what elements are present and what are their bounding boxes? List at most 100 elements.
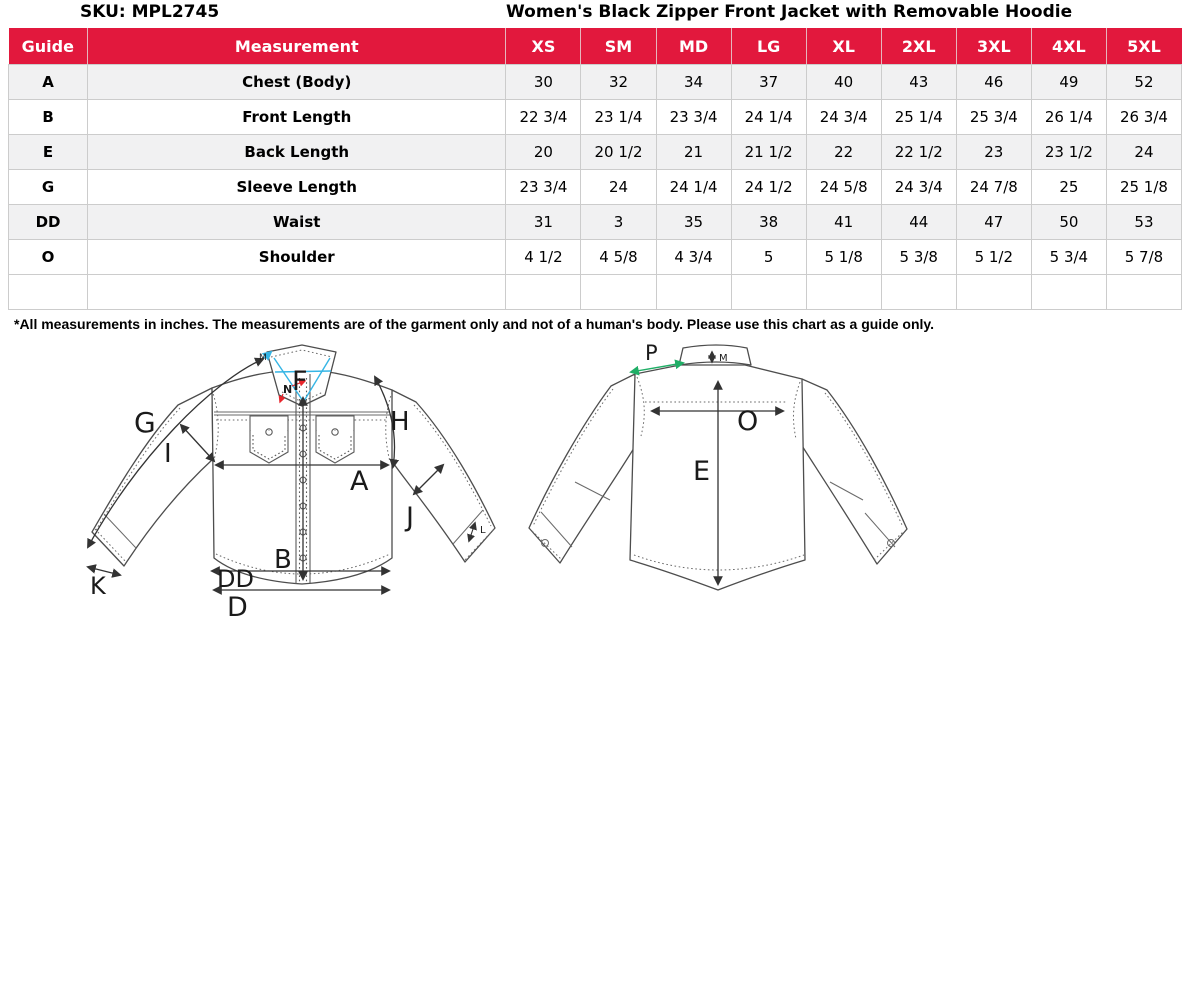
value-cell: 5 bbox=[730, 239, 807, 275]
table-row bbox=[7, 274, 1183, 310]
footnote: *All measurements in inches. The measure… bbox=[14, 316, 935, 332]
guide-cell: A bbox=[7, 64, 89, 100]
back-label-m: M bbox=[719, 353, 728, 364]
value-cell: 5 3/4 bbox=[1030, 239, 1107, 275]
product-title: Women's Black Zipper Front Jacket with R… bbox=[506, 2, 1073, 22]
front-label-k: K bbox=[90, 572, 107, 600]
value-cell: 22 bbox=[805, 134, 882, 170]
column-header-md: MD bbox=[656, 28, 732, 65]
value-cell: 24 3/4 bbox=[880, 169, 957, 205]
value-cell: 38 bbox=[730, 204, 807, 240]
value-cell: 44 bbox=[880, 204, 957, 240]
front-label-b: B bbox=[274, 545, 292, 575]
value-cell bbox=[655, 274, 732, 310]
value-cell: 50 bbox=[1030, 204, 1107, 240]
value-cell: 20 1/2 bbox=[580, 134, 657, 170]
value-cell: 4 3/4 bbox=[655, 239, 732, 275]
table-row: G Sleeve Length 23 3/4 24 24 1/4 24 1/2 24 5/8… bbox=[7, 169, 1183, 205]
value-cell: 24 3/4 bbox=[805, 99, 882, 135]
value-cell bbox=[505, 274, 582, 310]
value-cell: 25 3/4 bbox=[955, 99, 1032, 135]
column-header-guide: Guide bbox=[8, 28, 89, 65]
front-label-i: I bbox=[164, 439, 172, 469]
value-cell: 43 bbox=[880, 64, 957, 100]
diagram-section: G I F M N H A J B K DD D L bbox=[0, 332, 1200, 1004]
title-bar: SKU: MPL2745 Women's Black Zipper Front … bbox=[0, 0, 1200, 28]
guide-cell: DD bbox=[7, 204, 89, 240]
value-cell: 5 3/8 bbox=[880, 239, 957, 275]
value-cell: 3 bbox=[580, 204, 657, 240]
front-label-h: H bbox=[390, 407, 410, 437]
value-cell: 24 1/4 bbox=[655, 169, 732, 205]
back-measure-arrows bbox=[650, 350, 785, 586]
value-cell: 24 5/8 bbox=[805, 169, 882, 205]
value-cell: 25 1/8 bbox=[1105, 169, 1183, 205]
value-cell: 23 1/2 bbox=[1030, 134, 1107, 170]
front-jacket-diagram: G I F M N H A J B K DD D L bbox=[86, 344, 496, 623]
column-header-5xl: 5XL bbox=[1106, 28, 1183, 65]
column-header-xl: XL bbox=[806, 28, 882, 65]
value-cell bbox=[730, 274, 807, 310]
value-cell bbox=[1030, 274, 1107, 310]
value-cell: 20 bbox=[505, 134, 582, 170]
value-cell: 23 3/4 bbox=[655, 99, 732, 135]
front-measure-arrows bbox=[86, 357, 477, 595]
table-header-row: Guide Measurement XS SM MD LG XL 2XL 3XL 4XL 5XL bbox=[8, 28, 1183, 65]
table-row: E Back Length 20 20 1/2 21 21 1/2 22 22 1/2 23 23… bbox=[7, 134, 1183, 170]
value-cell: 46 bbox=[955, 64, 1032, 100]
column-header-lg: LG bbox=[731, 28, 807, 65]
measurement-cell: Sleeve Length bbox=[87, 169, 507, 205]
value-cell bbox=[880, 274, 957, 310]
table-row: DD Waist 31 3 35 38 41 44 47 50 53 bbox=[7, 204, 1183, 240]
value-cell: 4 5/8 bbox=[580, 239, 657, 275]
back-label-e: E bbox=[693, 456, 710, 487]
value-cell: 5 1/2 bbox=[955, 239, 1032, 275]
value-cell: 24 7/8 bbox=[955, 169, 1032, 205]
value-cell: 35 bbox=[655, 204, 732, 240]
value-cell: 34 bbox=[655, 64, 732, 100]
front-label-j: J bbox=[404, 502, 414, 533]
value-cell: 31 bbox=[505, 204, 582, 240]
back-jacket-diagram: P M O E bbox=[528, 341, 908, 591]
value-cell: 32 bbox=[580, 64, 657, 100]
value-cell: 49 bbox=[1030, 64, 1107, 100]
value-cell: 22 3/4 bbox=[505, 99, 582, 135]
value-cell: 47 bbox=[955, 204, 1032, 240]
value-cell: 40 bbox=[805, 64, 882, 100]
value-cell: 25 bbox=[1030, 169, 1107, 205]
value-cell: 22 1/2 bbox=[880, 134, 957, 170]
column-header-3xl: 3XL bbox=[956, 28, 1032, 65]
front-label-l: L bbox=[480, 525, 486, 536]
value-cell: 26 1/4 bbox=[1030, 99, 1107, 135]
size-chart-table: Guide Measurement XS SM MD LG XL 2XL 3XL 4XL 5XL A… bbox=[7, 28, 1183, 310]
value-cell: 21 1/2 bbox=[730, 134, 807, 170]
table-row: A Chest (Body) 30 32 34 37 40 43 46 49 52 bbox=[7, 64, 1183, 100]
value-cell: 23 3/4 bbox=[505, 169, 582, 205]
back-stitch-lines bbox=[531, 376, 905, 571]
front-n-marks bbox=[278, 379, 307, 404]
column-header-measurement: Measurement bbox=[87, 28, 507, 65]
value-cell: 24 bbox=[1105, 134, 1183, 170]
value-cell: 37 bbox=[730, 64, 807, 100]
measurement-cell: Waist bbox=[87, 204, 507, 240]
value-cell: 25 1/4 bbox=[880, 99, 957, 135]
value-cell bbox=[1105, 274, 1183, 310]
column-header-sm: SM bbox=[580, 28, 657, 65]
column-header-2xl: 2XL bbox=[881, 28, 957, 65]
value-cell: 52 bbox=[1105, 64, 1183, 100]
value-cell: 53 bbox=[1105, 204, 1183, 240]
sku-label: SKU: MPL2745 bbox=[80, 2, 220, 22]
value-cell bbox=[955, 274, 1032, 310]
value-cell bbox=[805, 274, 882, 310]
value-cell: 4 1/2 bbox=[505, 239, 582, 275]
column-header-4xl: 4XL bbox=[1031, 28, 1107, 65]
measurement-cell: Chest (Body) bbox=[87, 64, 507, 100]
value-cell: 5 1/8 bbox=[805, 239, 882, 275]
front-label-dd: DD bbox=[217, 565, 254, 593]
table-row: O Shoulder 4 1/2 4 5/8 4 3/4 5 5 1/8 5 3/8 5 1/2… bbox=[7, 239, 1183, 275]
value-cell: 26 3/4 bbox=[1105, 99, 1183, 135]
measurement-cell: Back Length bbox=[87, 134, 507, 170]
measurement-cell: Front Length bbox=[87, 99, 507, 135]
column-header-xs: XS bbox=[505, 28, 582, 65]
value-cell: 24 1/2 bbox=[730, 169, 807, 205]
